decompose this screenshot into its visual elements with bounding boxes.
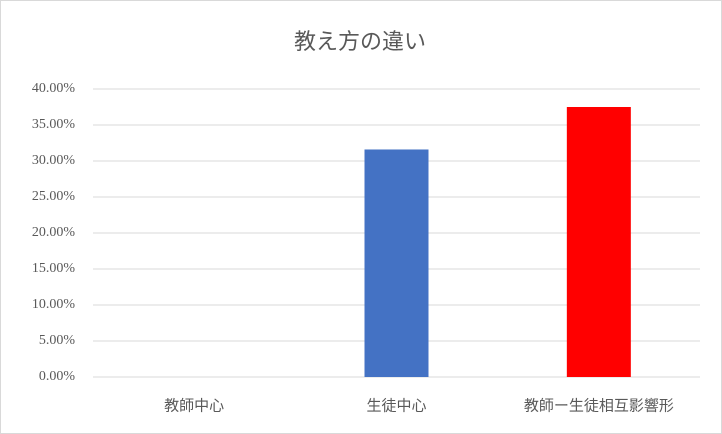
x-tick-label: 教師ー生徒相互影響形	[524, 396, 674, 414]
y-tick-label: 20.00%	[32, 225, 76, 240]
x-tick-label: 教師中心	[164, 397, 224, 414]
y-tick-label: 0.00%	[39, 369, 76, 384]
y-tick-label: 35.00%	[32, 117, 76, 132]
bar	[364, 149, 429, 377]
y-tick-label: 15.00%	[32, 261, 76, 276]
y-tick-label: 10.00%	[32, 297, 76, 312]
y-tick-label: 25.00%	[32, 189, 76, 204]
x-tick-label: 生徒中心	[366, 397, 426, 414]
y-tick-label: 5.00%	[39, 333, 76, 348]
y-tick-label: 40.00%	[32, 81, 76, 96]
y-tick-label: 30.00%	[32, 153, 76, 168]
bar	[566, 107, 631, 377]
chart-title: 教え方の違い	[294, 29, 426, 54]
